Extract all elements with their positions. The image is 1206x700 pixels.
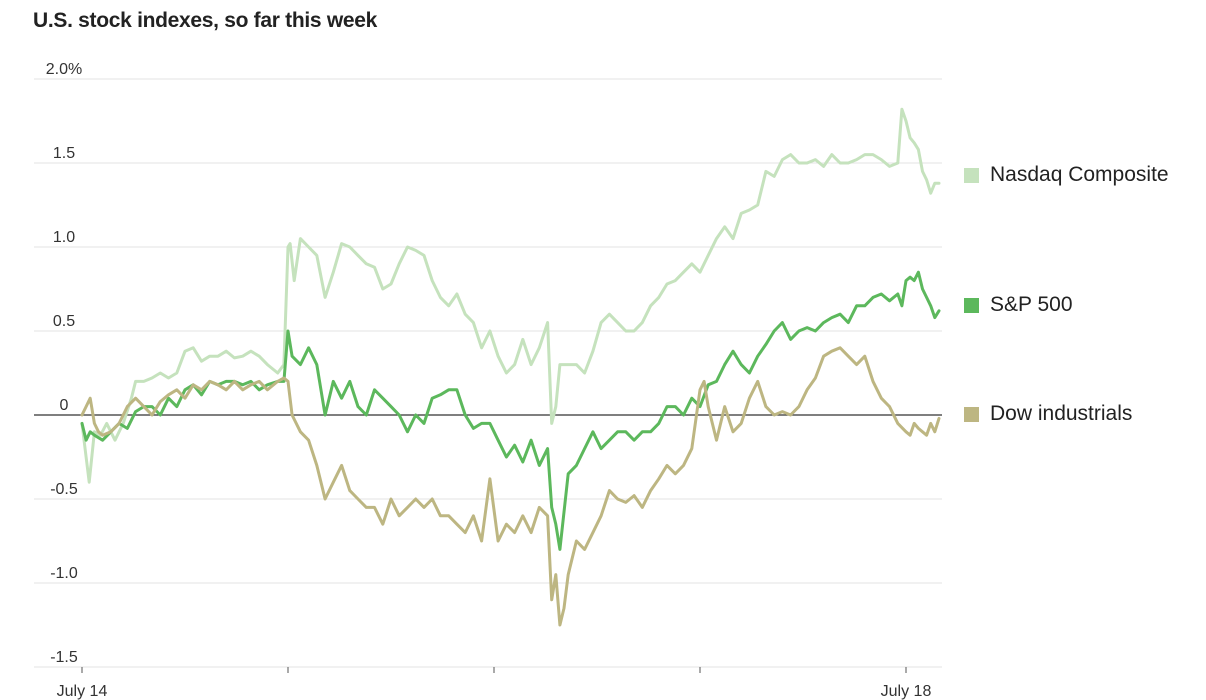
x-tick-label: July 18 xyxy=(881,683,932,700)
y-tick-label: 1.5 xyxy=(53,145,75,162)
y-tick-label: 0 xyxy=(60,397,69,414)
chart-title: U.S. stock indexes, so far this week xyxy=(33,9,378,32)
y-tick-label: -0.5 xyxy=(50,481,78,498)
legend-swatch xyxy=(964,168,979,183)
y-tick-label: -1.5 xyxy=(50,649,78,666)
grid xyxy=(34,78,942,668)
series-line-s-p-500 xyxy=(80,270,941,551)
y-tick-label: 0.5 xyxy=(53,313,75,330)
x-axis-ticks: July 14 July 18 xyxy=(57,667,932,700)
y-tick-label: 2.0% xyxy=(46,61,82,78)
legend: Nasdaq Composite S&P 500 Dow industrials xyxy=(964,163,1169,425)
y-tick-label: -1.0 xyxy=(50,565,78,582)
legend-swatch xyxy=(964,298,979,313)
series-line-nasdaq-composite xyxy=(80,107,941,484)
legend-swatch xyxy=(964,407,979,422)
legend-label: S&P 500 xyxy=(990,293,1073,316)
legend-label: Dow industrials xyxy=(990,402,1132,425)
x-tick-label: July 14 xyxy=(57,683,108,700)
y-tick-label: 1.0 xyxy=(53,229,75,246)
y-axis-ticks: 2.0% 1.5 1.0 0.5 0 -0.5 -1.0 -1.5 xyxy=(46,61,82,666)
series-lines xyxy=(80,107,941,627)
legend-label: Nasdaq Composite xyxy=(990,163,1169,186)
series-line-dow-industrials xyxy=(80,346,941,627)
